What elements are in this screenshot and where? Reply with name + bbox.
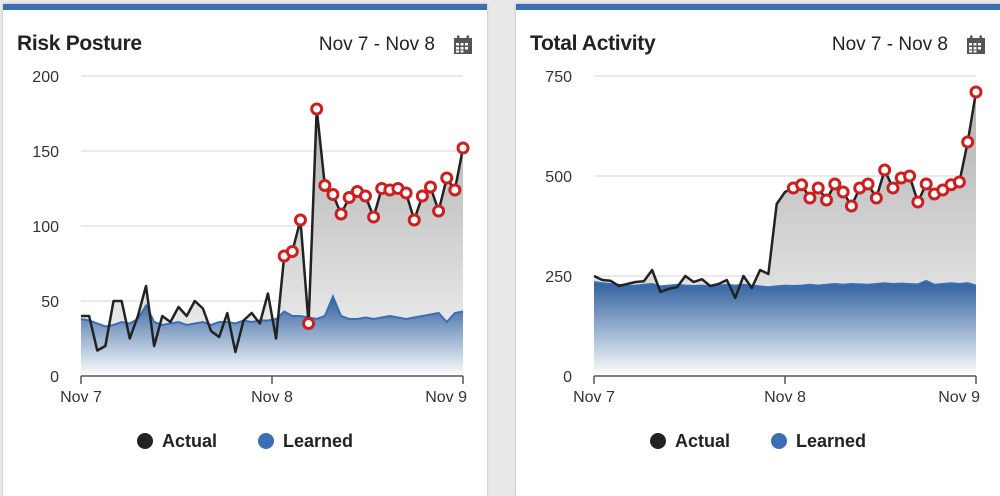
learned-area [81, 296, 463, 376]
anomaly-point [293, 213, 307, 227]
calendar-icon[interactable] [453, 35, 473, 55]
chart-title: Risk Posture [17, 32, 142, 55]
anomaly-point [969, 85, 983, 99]
anomaly-point [334, 207, 348, 221]
anomaly-point [285, 245, 299, 258]
legend: Actual Learned [3, 431, 487, 452]
y-tick-label: 750 [545, 69, 572, 86]
anomaly-point [432, 204, 446, 218]
legend-item-actual[interactable]: Actual [649, 431, 730, 452]
anomaly-point [318, 179, 332, 192]
actual-area [81, 109, 463, 376]
legend-item-learned[interactable]: Learned [771, 431, 866, 452]
date-range-label[interactable]: Nov 7 - Nov 8 [318, 34, 435, 55]
calendar-icon[interactable] [966, 35, 986, 55]
anomaly-point [919, 177, 933, 191]
anomaly-point [803, 191, 817, 205]
anomaly-point [448, 183, 462, 197]
legend: Actual Learned [516, 431, 1000, 452]
x-tick-label: Nov 8 [764, 389, 806, 406]
anomaly-point [844, 199, 858, 213]
anomaly-point [440, 171, 454, 185]
anomaly-point [407, 213, 421, 227]
anomaly-point [423, 180, 437, 194]
anomaly-point [456, 141, 470, 155]
y-tick-label: 100 [32, 219, 59, 236]
anomaly-point [415, 189, 429, 203]
risk-posture-chart: 0 50 100 150 200 Nov 7 Nov 8 Nov 9 [32, 69, 470, 406]
anomaly-point [820, 193, 834, 207]
actual-dot-icon [136, 433, 153, 449]
learned-area [594, 280, 976, 376]
anomaly-point [795, 178, 809, 192]
anomaly-point [310, 102, 324, 116]
anomaly-point [399, 186, 413, 200]
anomaly-point [903, 169, 917, 183]
chart-title: Total Activity [530, 32, 656, 55]
learned-dot-icon [771, 433, 787, 449]
anomaly-point [911, 195, 925, 209]
legend-label-actual: Actual [674, 431, 730, 451]
total-activity-panel: Total Activity Nov 7 - Nov 8 0 250 500 750 N… [516, 4, 1000, 496]
y-tick-label: 200 [32, 69, 59, 86]
legend-label-learned: Learned [283, 431, 354, 451]
total-activity-chart: 0 250 500 750 Nov 7 Nov 8 Nov 9 [545, 69, 983, 406]
risk-posture-panel: Risk Posture Nov 7 - Nov 8 0 50 100 150 200 N… [3, 4, 487, 496]
anomaly-point [811, 181, 825, 195]
legend-item-actual[interactable]: Actual [136, 431, 217, 452]
anomaly-point [326, 188, 340, 201]
date-range-label[interactable]: Nov 7 - Nov 8 [831, 34, 948, 55]
anomaly-point [358, 189, 372, 203]
legend-label-actual: Actual [161, 431, 217, 451]
actual-dot-icon [649, 433, 666, 449]
actual-line [593, 91, 978, 300]
anomaly-point [836, 185, 850, 199]
y-tick-label: 0 [563, 369, 572, 386]
anomaly-point [952, 175, 966, 189]
y-tick-label: 500 [545, 169, 572, 186]
legend-label-learned: Learned [796, 431, 867, 451]
anomaly-point [342, 191, 356, 204]
anomaly-point [878, 163, 892, 177]
y-tick-label: 150 [32, 144, 59, 161]
anomaly-point [886, 181, 900, 195]
anomaly-point [367, 210, 381, 224]
learned-dot-icon [258, 433, 274, 449]
x-tick-label: Nov 7 [573, 389, 615, 406]
y-tick-label: 250 [545, 269, 572, 286]
x-tick-label: Nov 9 [938, 389, 980, 406]
x-tick-label: Nov 7 [60, 389, 102, 406]
anomaly-point [861, 177, 875, 191]
x-tick-label: Nov 8 [251, 389, 293, 406]
y-tick-label: 50 [41, 294, 59, 311]
anomaly-point [828, 177, 842, 191]
legend-item-learned[interactable]: Learned [258, 431, 353, 452]
anomaly-point [961, 135, 975, 149]
y-tick-label: 0 [50, 369, 59, 386]
anomaly-point [302, 317, 316, 330]
x-tick-label: Nov 9 [425, 389, 467, 406]
anomaly-point [869, 191, 883, 205]
